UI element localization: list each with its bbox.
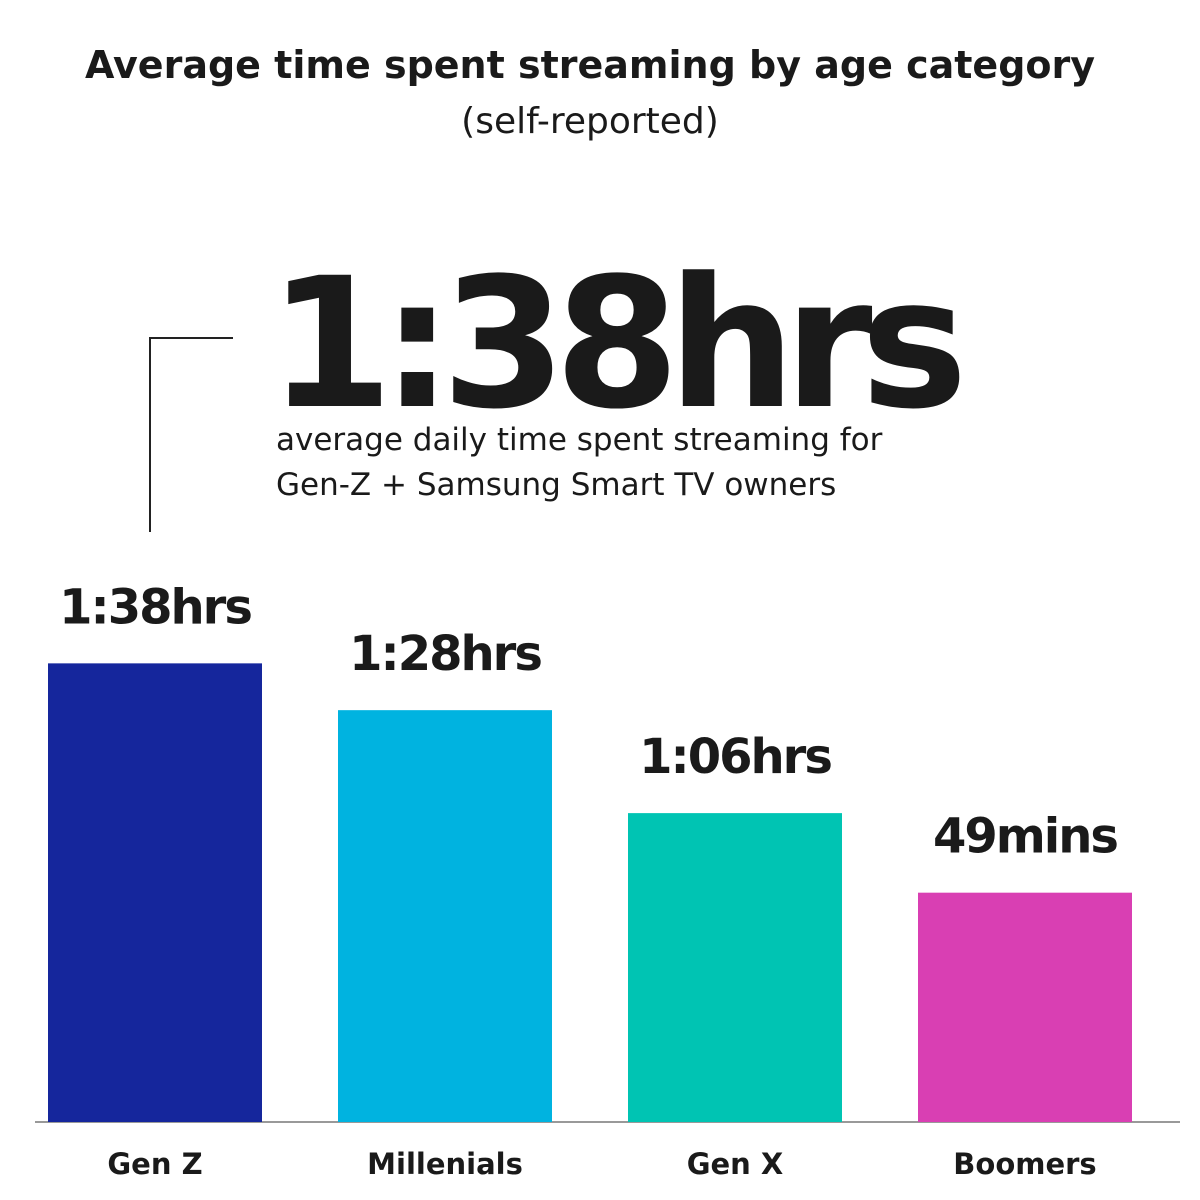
bar	[918, 892, 1132, 1122]
value-label: 1:28hrs	[349, 626, 541, 682]
x-tick-label: Boomers	[953, 1147, 1096, 1181]
x-tick-label: Gen Z	[107, 1147, 202, 1181]
annotation-text: average daily time spent streaming for	[276, 422, 883, 458]
value-label: 1:06hrs	[639, 729, 831, 785]
value-label: 1:38hrs	[59, 579, 251, 635]
x-tick-label: Gen X	[687, 1147, 784, 1181]
bar	[628, 813, 842, 1122]
bar	[48, 663, 262, 1122]
bar	[338, 710, 552, 1122]
connector	[149, 337, 233, 532]
annotation-headline: 1:38hrs	[268, 240, 960, 449]
annotation-text: Gen-Z + Samsung Smart TV owners	[276, 467, 836, 503]
chart-title: Average time spent streaming by age cate…	[85, 43, 1095, 87]
value-label: 49mins	[933, 809, 1117, 865]
chart-subtitle: (self-reported)	[461, 101, 719, 142]
x-tick-label: Millenials	[367, 1147, 523, 1181]
